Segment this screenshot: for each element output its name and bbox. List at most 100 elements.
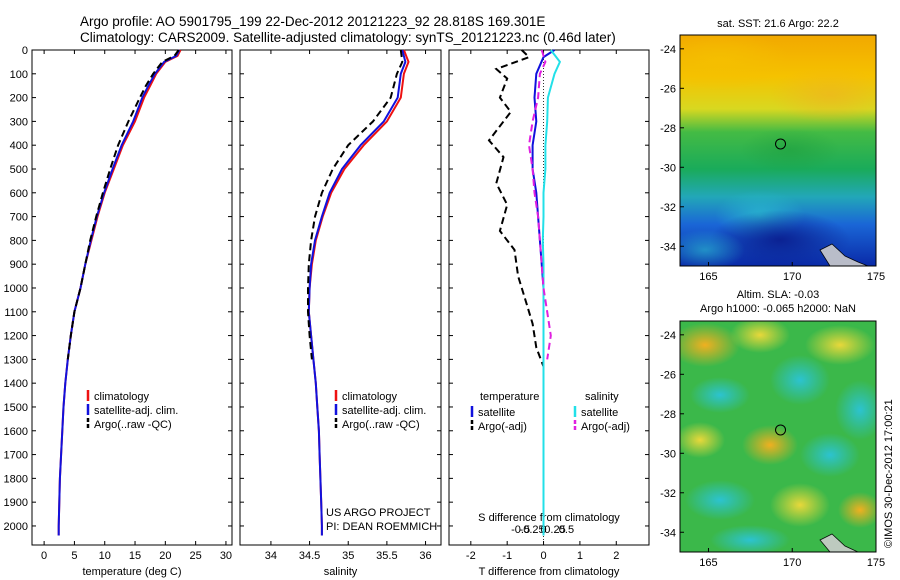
y-tick-label: 1800 (4, 473, 28, 485)
legend-label: satellite (581, 407, 618, 419)
y-tick-label: 300 (10, 116, 28, 128)
x-axis-label: temperature (deg C) (82, 566, 181, 578)
y-tick-label: 800 (10, 235, 28, 247)
legend-label: satellite-adj. clim. (94, 405, 178, 417)
y-tick-label: 1100 (4, 307, 28, 319)
top-axis-label: S difference from climatology (478, 512, 620, 524)
x-axis-label: salinity (324, 566, 358, 578)
map-title-line1: Altim. SLA: -0.03 (737, 289, 820, 301)
y-tick-label: -26 (660, 369, 676, 381)
x-tick-label: 5 (71, 550, 77, 562)
annotation-line: US ARGO PROJECT (326, 507, 431, 519)
y-tick-label: 500 (10, 164, 28, 176)
legend-label: climatology (94, 391, 150, 403)
axes-frame (31, 49, 233, 546)
top-tick-label: 0.25 (544, 524, 565, 536)
figure-title-line1: Argo profile: AO 5901795_199 22-Dec-2012… (80, 14, 545, 29)
series-line-2 (307, 49, 404, 360)
x-tick-label: 34.5 (299, 550, 320, 562)
y-tick-label: 900 (10, 259, 28, 271)
map-frame (679, 34, 877, 267)
x-tick-label: 36 (419, 550, 431, 562)
x-tick-label: 165 (699, 271, 717, 283)
legend-title-temperature: temperature (480, 391, 539, 403)
legend-label: satellite (478, 407, 515, 419)
argo-location-marker (775, 424, 787, 436)
y-tick-label: -34 (660, 241, 676, 253)
y-tick-label: 1900 (4, 497, 28, 509)
sla-map-panel: 165 170 175 -24 -26 -28 -30 -32 -34 Altim. SLA: -… (660, 289, 885, 569)
series-line-1 (57, 49, 181, 536)
argo-location-marker (775, 138, 787, 150)
y-tick-label: -30 (660, 162, 676, 174)
series-line-0 (307, 49, 410, 536)
x-tick-label: 175 (867, 557, 885, 569)
axes-frame (239, 49, 442, 546)
sla-map-image (680, 321, 876, 552)
difference-profile-panel: -2 -1 0 1 2 T difference from climatology -0.5… (448, 49, 650, 578)
map-title: sat. SST: 21.6 Argo: 22.2 (717, 18, 839, 30)
y-tick-label: -34 (660, 527, 676, 539)
x-tick-label: 0 (540, 550, 546, 562)
temperature-profile-panel: 0 5 10 15 20 25 30 temperature (deg C) 0 100 200 30… (4, 45, 233, 578)
y-tick-label: 1400 (4, 378, 28, 390)
y-tick-label: -28 (660, 123, 676, 135)
figure-title-line2: Climatology: CARS2009. Satellite-adjuste… (80, 30, 616, 45)
x-tick-label: 165 (699, 557, 717, 569)
map-title-line2: Argo h1000: -0.065 h2000: NaN (700, 303, 856, 315)
series-line-2 (541, 49, 562, 536)
legend-label: Argo(-adj) (581, 421, 630, 433)
x-tick-label: 1 (577, 550, 583, 562)
y-tick-label: 0 (22, 45, 28, 57)
y-tick-label: 100 (10, 69, 28, 81)
y-tick-label: 600 (10, 188, 28, 200)
series-line-1 (307, 49, 407, 536)
x-tick-label: 0 (41, 550, 47, 562)
y-tick-label: 2000 (4, 521, 28, 533)
x-tick-label: -2 (466, 550, 476, 562)
x-tick-label: 25 (190, 550, 202, 562)
x-tick-label: 10 (99, 550, 111, 562)
top-tick-label: -0.5 (511, 524, 530, 536)
x-tick-label: 30 (220, 550, 232, 562)
y-tick-label: -30 (660, 448, 676, 460)
annotation-line: PI: DEAN ROEMMICH (326, 521, 437, 533)
x-tick-label: 35 (342, 550, 354, 562)
y-tick-label: 1600 (4, 426, 28, 438)
legend-label: satellite-adj. clim. (342, 405, 426, 417)
y-tick-label: -24 (660, 44, 676, 56)
y-tick-label: -32 (660, 488, 676, 500)
imos-timestamp: ©IMOS 30-Dec-2012 17:00:21 (883, 399, 895, 548)
legend-label: Argo(..raw -QC) (342, 419, 420, 431)
legend-label: Argo(..raw -QC) (94, 419, 172, 431)
sst-map-image (680, 35, 876, 266)
salinity-profile-panel: 34 34.5 35 35.5 36 salinity climatology satelli… (239, 49, 442, 578)
y-tick-label: -28 (660, 409, 676, 421)
y-tick-label: 1200 (4, 331, 28, 343)
y-tick-label: 1300 (4, 354, 28, 366)
axes-frame (448, 49, 650, 546)
legend-title-salinity: salinity (585, 391, 619, 403)
x-tick-label: 34 (265, 550, 277, 562)
y-tick-label: 1500 (4, 402, 28, 414)
y-tick-label: 1000 (4, 283, 28, 295)
y-tick-label: -32 (660, 202, 676, 214)
y-tick-label: -26 (660, 83, 676, 95)
y-tick-label: 200 (10, 93, 28, 105)
series-line-3 (527, 49, 552, 360)
y-tick-label: 700 (10, 212, 28, 224)
y-tick-label: 1700 (4, 450, 28, 462)
series-line-2 (66, 49, 180, 360)
legend-label: climatology (342, 391, 398, 403)
x-tick-label: 2 (613, 550, 619, 562)
x-axis-label: T difference from climatology (479, 566, 620, 578)
x-tick-label: 15 (129, 550, 141, 562)
x-tick-label: 20 (159, 550, 171, 562)
top-tick-label: 0.5 (559, 524, 574, 536)
x-tick-label: 35.5 (376, 550, 397, 562)
x-tick-label: 170 (783, 271, 801, 283)
y-tick-label: -24 (660, 330, 676, 342)
sst-map-panel: 165 170 175 -24 -26 -28 -30 -32 -34 sat. SST: 21.… (660, 18, 885, 283)
x-tick-label: 175 (867, 271, 885, 283)
